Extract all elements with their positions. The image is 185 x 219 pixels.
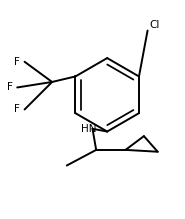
- Text: F: F: [7, 83, 13, 92]
- Text: F: F: [14, 57, 20, 67]
- Text: HN: HN: [81, 124, 97, 134]
- Text: Cl: Cl: [149, 20, 160, 30]
- Text: F: F: [14, 104, 20, 115]
